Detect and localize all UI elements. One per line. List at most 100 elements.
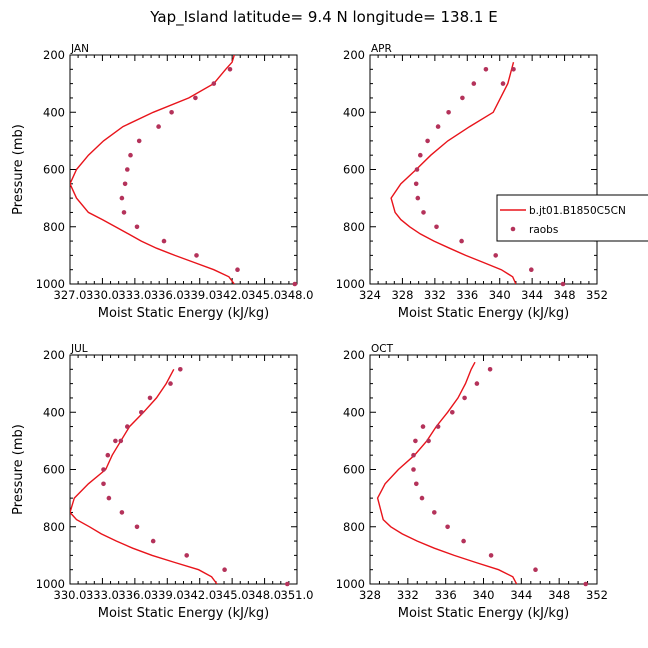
raobs-point [418,152,423,158]
x-tick-label: 348.0 [248,588,281,602]
x-axis-label: Moist Static Energy (kJ/kg) [98,606,269,621]
y-tick-label: 1000 [36,577,65,591]
x-axis-label: Moist Static Energy (kJ/kg) [398,306,569,321]
x-tick-label: 339.0 [151,588,184,602]
raobs-point [483,67,489,72]
raobs-point [413,181,419,187]
y-tick-label: 600 [43,463,65,477]
raobs-point [488,553,494,558]
plot-frame [369,54,598,285]
raobs-point [493,253,499,258]
raobs-point [450,410,455,415]
raobs-point [101,481,106,487]
raobs-point [529,267,534,273]
y-tick-label: 400 [343,405,365,419]
x-tick-label: 351.0 [281,588,314,602]
raobs-point [487,367,493,372]
x-tick-label: 332 [397,588,419,602]
raobs-point [432,510,437,515]
x-tick-label: 344 [510,588,532,602]
raobs-point [169,110,174,115]
x-tick-label: 348 [554,288,576,302]
y-tick-label: 200 [343,348,365,362]
x-tick-label: 330.0 [86,288,119,302]
raobs-point [119,510,125,515]
legend: b.jt01.B1850C5CN raobs [496,194,648,242]
panel-apr: APR 324 328 332 336 340 344 348 352 200 400 600 800 1… [336,43,608,321]
raobs-point [125,424,130,429]
y-tick-label: 200 [343,48,365,62]
raobs-point [560,281,566,287]
x-tick-label: 340 [473,588,495,602]
raobs-point [474,381,480,386]
y-tick-label: 800 [343,220,365,234]
y-tick-label: 600 [343,463,365,477]
x-tick-label: 333.0 [86,588,119,602]
plot-frame [369,354,598,585]
raobs-point [118,438,124,444]
x-tick-label: 340 [489,288,511,302]
raobs-point [235,267,240,273]
raobs-point [461,538,466,544]
panel-jan: JAN 327.0 330.0 333.0 336.0 339.0 342.0 345.0 34… [11,43,313,321]
panel-month-label: JUL [70,343,88,355]
raobs-point [161,238,167,244]
raobs-point [445,524,450,530]
y-tick-label: 400 [43,405,65,419]
x-tick-label: 348 [548,588,570,602]
raobs-point [415,195,421,201]
x-tick-label: 336 [456,288,478,302]
x-axis-label: Moist Static Energy (kJ/kg) [398,606,569,621]
y-tick-label: 200 [43,348,65,362]
x-tick-label: 333.0 [118,288,151,302]
x-tick-label: 339.0 [183,288,216,302]
panel-month-label: OCT [371,343,394,355]
x-tick-label: 342.0 [183,588,216,602]
x-tick-label: 336.0 [151,288,184,302]
raobs-point [156,124,161,129]
raobs-point [121,210,127,215]
x-axis-label: Moist Static Energy (kJ/kg) [98,306,269,321]
raobs-point [134,524,140,530]
legend-box [496,194,648,242]
x-tick-label: 348.0 [281,288,314,302]
y-tick-label: 200 [43,48,65,62]
y-tick-label: 1000 [36,277,65,291]
panel-month-label: JAN [70,43,89,55]
raobs-point [459,238,464,244]
x-tick-label: 342.0 [216,288,249,302]
raobs-point [414,167,420,172]
x-tick-label: 332 [424,288,446,302]
x-tick-label: 324 [359,288,381,302]
raobs-point [106,495,112,501]
raobs-point [285,581,290,587]
raobs-point [222,567,227,572]
figure-title: Yap_Island latitude= 9.4 N longitude= 13… [149,8,497,27]
raobs-point [168,381,173,386]
model-profile-line [70,55,235,284]
raobs-point [193,95,198,101]
raobs-point [421,210,426,215]
y-tick-label: 1000 [336,277,365,291]
y-tick-label: 400 [343,105,365,119]
raobs-point [411,452,416,458]
x-tick-label: 327.0 [54,288,87,302]
panel-jul: JUL 330.0 333.0 336.0 339.0 342.0 345.0 348.0 35… [11,343,313,621]
legend-marker-swatch [510,226,516,232]
raobs-point [435,424,441,429]
raobs-point [105,452,111,458]
raobs-point [471,81,477,86]
raobs-point [122,181,128,187]
y-tick-label: 1000 [336,577,365,591]
raobs-point [511,67,516,72]
raobs-point [128,152,133,158]
raobs-point [413,438,418,444]
y-tick-label: 800 [43,220,65,234]
plot-frame [69,54,298,285]
x-tick-label: 328 [359,588,381,602]
raobs-point [101,467,106,472]
model-profile-line [390,62,517,284]
legend-model-label: b.jt01.B1850C5CN [529,205,626,217]
y-tick-label: 600 [343,163,365,177]
y-tick-label: 800 [43,520,65,534]
